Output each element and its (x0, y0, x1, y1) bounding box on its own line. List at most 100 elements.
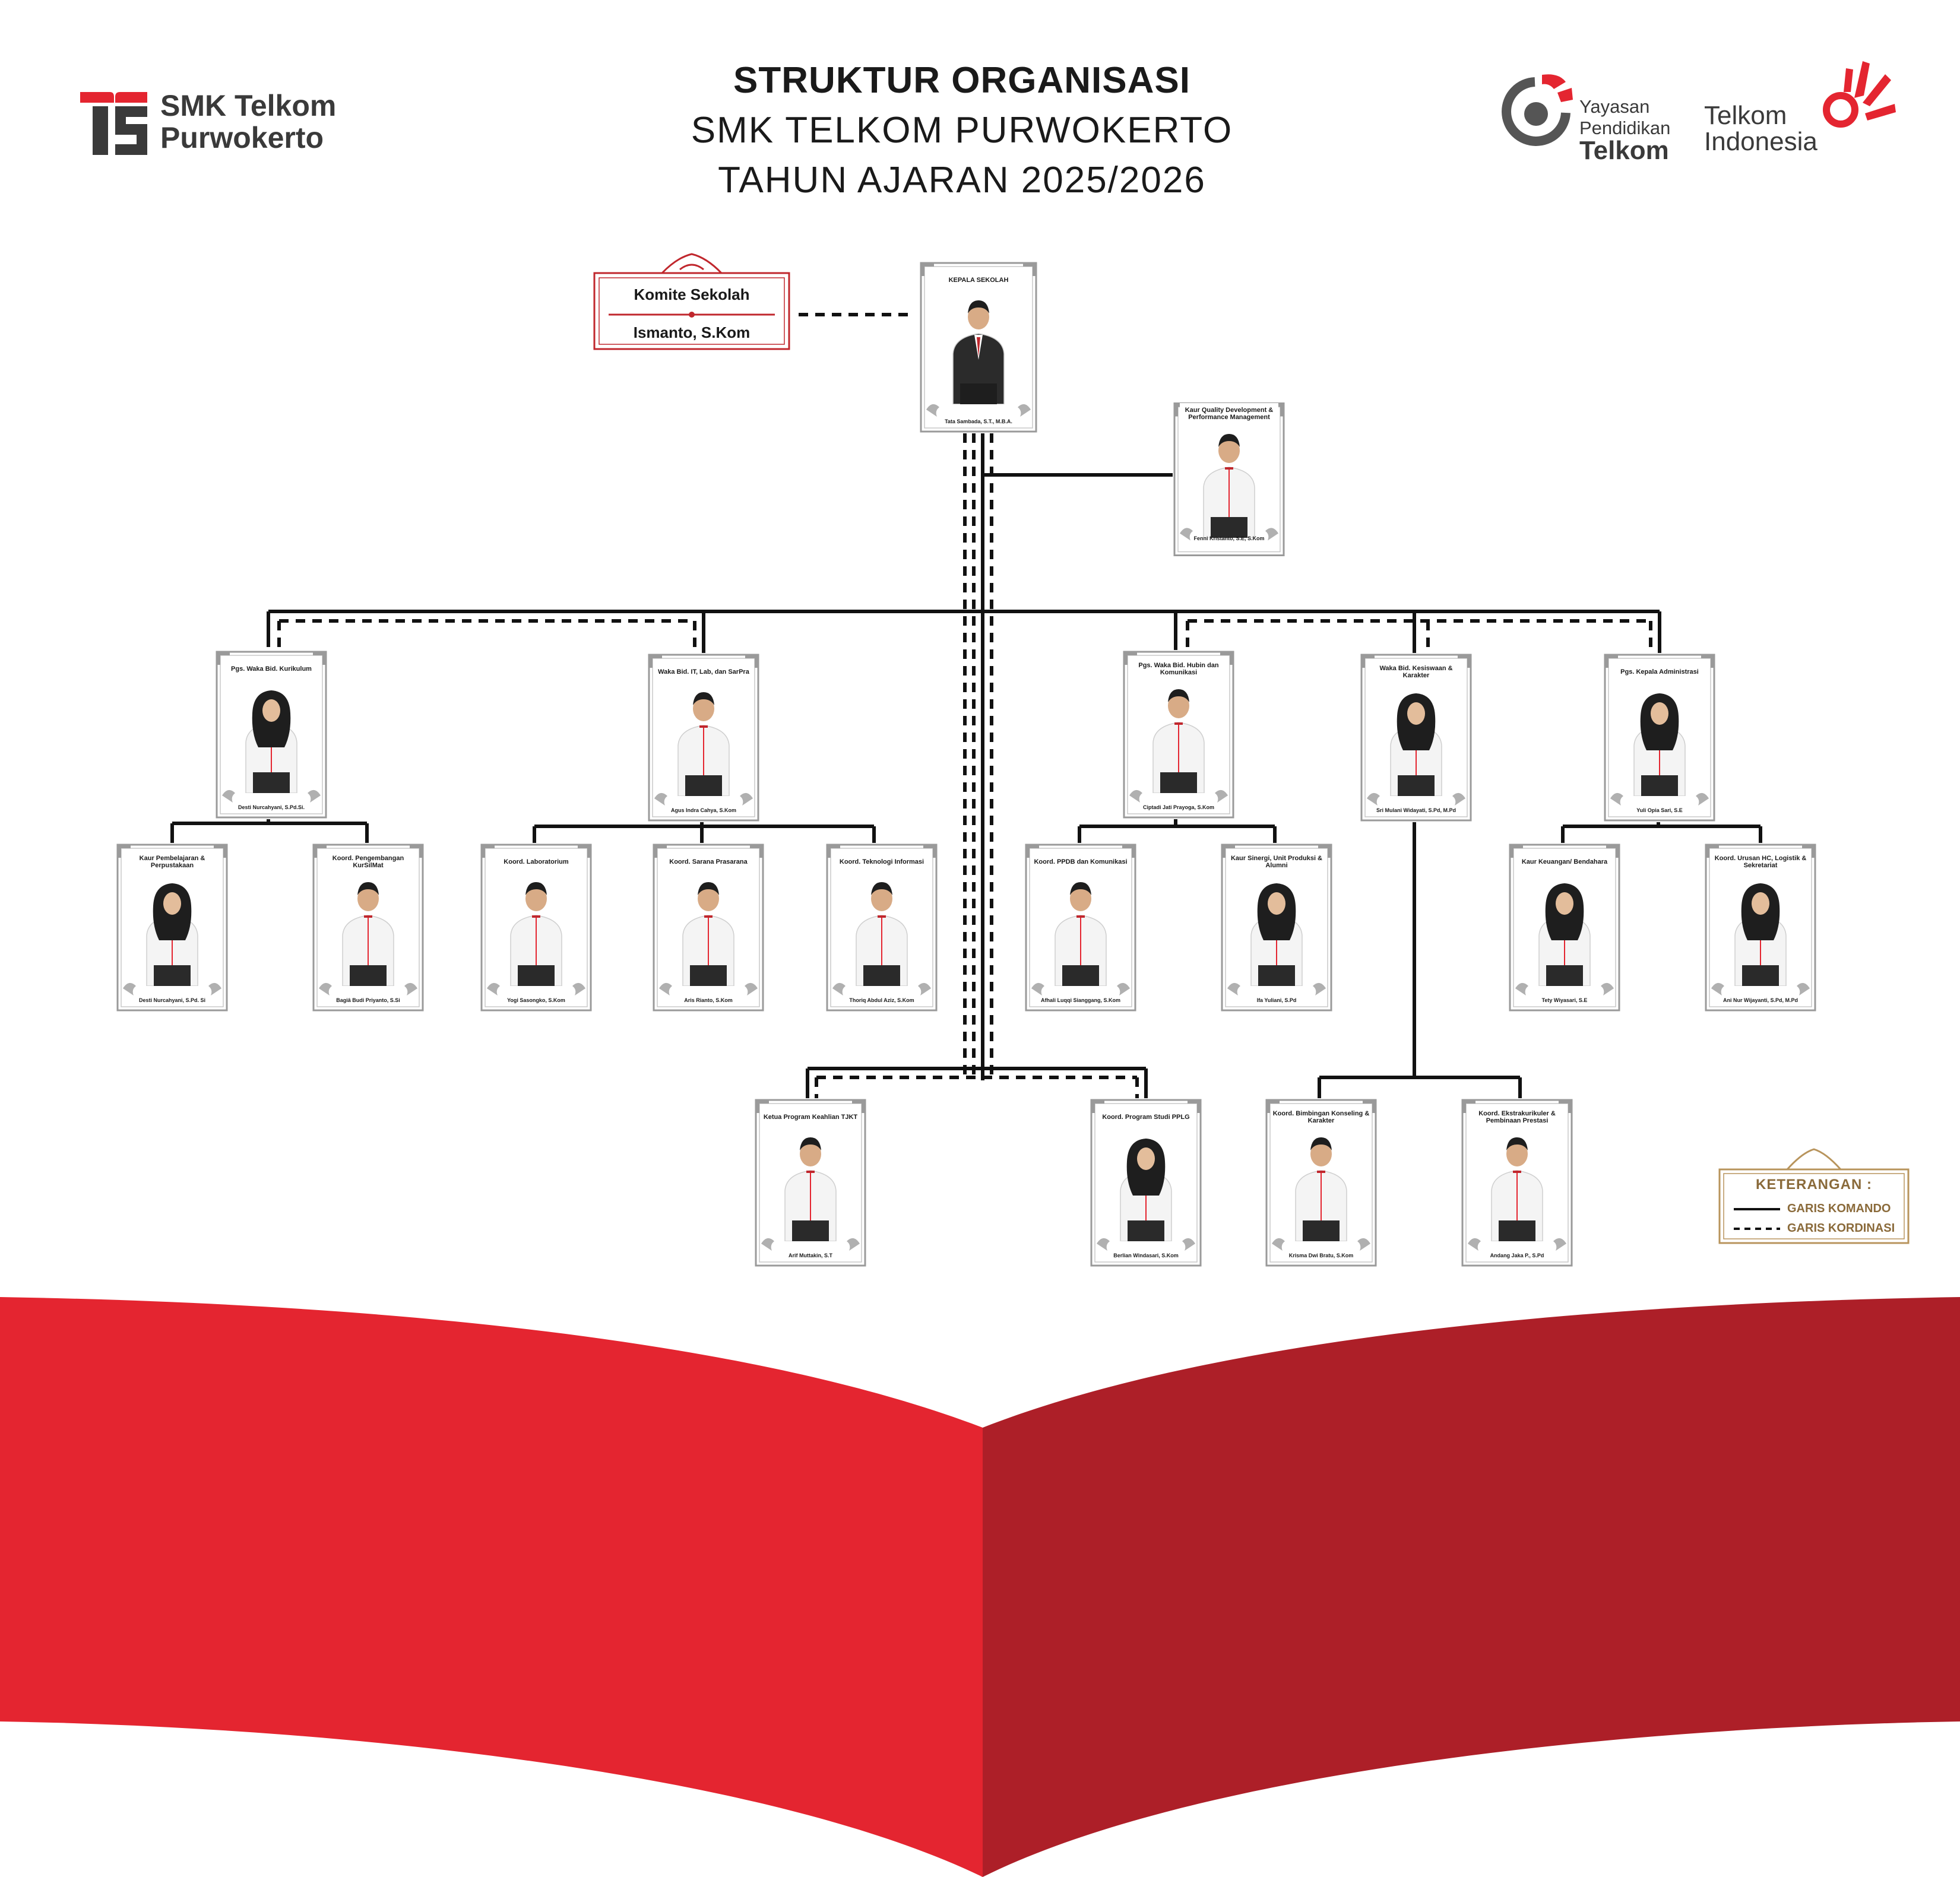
card-kepala-sekolah: KEPALA SEKOLAH Tata Sambada, S.T., M.B.A… (919, 261, 1038, 433)
person-photo-icon (1120, 1139, 1172, 1241)
person-photo-icon (1055, 882, 1107, 986)
card-role-label: Kaur Keuangan/ Bendahara (1515, 851, 1614, 873)
smk-logo-line1: SMK Telkom (160, 89, 337, 122)
card-person-name: Andang Jaka P., S.Pd (1490, 1253, 1544, 1258)
person-photo-icon (1633, 693, 1686, 796)
command-lines (170, 433, 1762, 1101)
card-person-name: Agus Indra Cahya, S.Kom (670, 807, 737, 813)
ypt-logo-line3: Telkom (1579, 136, 1669, 165)
person-photo-icon (1203, 434, 1255, 538)
card-koord-urusan-hc: Koord. Urusan HC, Logistik & Sekretariat… (1704, 843, 1817, 1012)
card-role-label: Koord. PPDB dan Komunikasi (1031, 851, 1130, 873)
card-role-label: Koord. Laboratorium (487, 851, 585, 873)
card-role-label: Koord. Pengembangan KurSilMat (319, 851, 417, 873)
card-koord-laboratorium: Koord. Laboratorium Yogi Sasongko, S.Kom (480, 843, 593, 1012)
school-name: SMK TELKOM PURWOKERTO (691, 110, 1233, 151)
telkom-indonesia-logo: Telkom Indonesia (1704, 56, 1900, 163)
card-role-label: Waka Bid. Kesiswaan & Karakter (1367, 661, 1465, 683)
card-kaur-perpustakaan: Kaur Pembelajaran & Perpustakaan Desti N… (116, 843, 229, 1012)
card-role-label: Kaur Pembelajaran & Perpustakaan (123, 851, 221, 873)
card-waka-kurikulum: Pgs. Waka Bid. Kurikulum Desti Nurcahyan… (215, 650, 328, 819)
telkom-logo-line1: Telkom (1704, 101, 1787, 130)
person-photo-icon (1538, 883, 1591, 986)
telkom-hand-icon (1823, 61, 1896, 128)
card-role-label: Koord. Urusan HC, Logistik & Sekretariat (1711, 851, 1810, 873)
card-person-name: Tata Sambada, S.T., M.B.A. (945, 418, 1012, 424)
card-person-name: Desti Nurcahyani, S.Pd.Si. (238, 804, 305, 810)
card-waka-it-lab-sarpra: Waka Bid. IT, Lab, dan SarPra Agus Indra… (647, 653, 760, 822)
card-role-label: Ketua Program Keahlian TJKT (761, 1106, 860, 1128)
card-person-name: Ani Nur Wijayanti, S.Pd, M.Pd (1723, 997, 1798, 1003)
card-person-name: Desti Nurcahyani, S.Pd. Si (138, 997, 206, 1003)
card-person-name: Yogi Sasongko, S.Kom (507, 997, 565, 1003)
ypt-logo: Yayasan Pendidikan Telkom (1499, 59, 1689, 166)
card-waka-hubin: Pgs. Waka Bid. Hubin dan Komunikasi Cipt… (1122, 650, 1235, 819)
ypt-logo-line2: Pendidikan (1579, 118, 1671, 138)
smk-logo-line2: Purwokerto (160, 121, 324, 154)
card-role-label: Koord. Bimbingan Konseling & Karakter (1272, 1106, 1370, 1128)
person-photo-icon (1734, 883, 1787, 986)
person-photo-icon (682, 882, 734, 986)
card-person-name: Arif Muttakin, S.T (789, 1253, 832, 1258)
page-title: STRUKTUR ORGANISASI (733, 60, 1190, 101)
coordination-lines (277, 313, 1652, 1101)
person-photo-icon (1250, 883, 1303, 986)
person-photo-icon (510, 882, 562, 986)
card-koord-ekstrakurikuler: Koord. Ekstrakurikuler & Pembinaan Prest… (1461, 1098, 1573, 1267)
legend-title: KETERANGAN : (1756, 1177, 1872, 1193)
person-photo-icon (856, 882, 908, 986)
academic-year: TAHUN AJARAN 2025/2026 (718, 160, 1206, 201)
person-photo-icon (245, 690, 297, 793)
card-role-label: Koord. Teknologi Informasi (832, 851, 931, 873)
card-role-label: Pgs. Waka Bid. Hubin dan Komunikasi (1129, 658, 1228, 680)
legend-kordinasi-label: GARIS KORDINASI (1787, 1222, 1895, 1235)
ornament-frame-icon (593, 253, 790, 350)
book-emblem-icon (80, 92, 147, 155)
card-person-name: Afhali Luqqi Sianggang, S.Kom (1041, 997, 1120, 1003)
telkom-logo-line2: Indonesia (1704, 127, 1817, 156)
card-person-name: Krisma Dwi Bratu, S.Kom (1288, 1253, 1354, 1258)
card-person-name: Sri Mulani Widayati, S.Pd, M.Pd (1376, 807, 1456, 813)
komite-title: Komite Sekolah (634, 286, 750, 303)
person-photo-icon (784, 1137, 837, 1241)
legend-box: KETERANGAN : GARIS KOMANDO GARIS KORDINA… (1716, 1146, 1912, 1247)
card-ketua-program-tjkt: Ketua Program Keahlian TJKT Arif Muttaki… (754, 1098, 867, 1267)
card-koord-program-pplg: Koord. Program Studi PPLG Berlian Windas… (1090, 1098, 1202, 1267)
card-role-label: Koord. Program Studi PPLG (1097, 1106, 1195, 1128)
card-role-label: Koord. Sarana Prasarana (659, 851, 758, 873)
person-photo-icon (1295, 1137, 1347, 1241)
ornament-frame-icon (1718, 1148, 1910, 1244)
card-role-label: Kaur Quality Development & Performance M… (1180, 403, 1278, 424)
card-role-label: Koord. Ekstrakurikuler & Pembinaan Prest… (1468, 1106, 1566, 1128)
person-photo-icon (952, 300, 1005, 404)
card-role-label: Kaur Sinergi, Unit Produksi & Alumni (1227, 851, 1326, 873)
card-kepala-administrasi: Pgs. Kepala Administrasi Yuli Opia Sari,… (1603, 653, 1716, 822)
legend-komando-label: GARIS KOMANDO (1787, 1202, 1891, 1215)
card-person-name: Ifa Yuliani, S.Pd (1256, 997, 1297, 1003)
card-person-name: Ciptadi Jati Prayoga, S.Kom (1142, 804, 1215, 810)
ypt-logo-line1: Yayasan (1579, 96, 1650, 117)
card-waka-kesiswaan: Waka Bid. Kesiswaan & Karakter Sri Mulan… (1360, 653, 1473, 822)
card-koord-sarana-prasarana: Koord. Sarana Prasarana Aris Rianto, S.K… (652, 843, 765, 1012)
komite-sekolah-box: Komite Sekolah Ismanto, S.Kom (591, 249, 793, 353)
card-role-label: KEPALA SEKOLAH (926, 269, 1031, 291)
card-koord-bimbingan-konseling: Koord. Bimbingan Konseling & Karakter Kr… (1265, 1098, 1378, 1267)
card-kaur-keuangan: Kaur Keuangan/ Bendahara Tety Wiyasari, … (1508, 843, 1621, 1012)
person-photo-icon (1491, 1137, 1543, 1241)
card-kaur-quality-development: Kaur Quality Development & Performance M… (1173, 395, 1285, 556)
card-role-label: Waka Bid. IT, Lab, dan SarPra (654, 661, 753, 683)
card-person-name: Thoriq Abdul Aziz, S.Kom (849, 997, 914, 1003)
card-person-name: Fenni Kristanto, S.E, S.Kom (1193, 535, 1265, 541)
ypt-emblem-icon (1502, 74, 1573, 146)
person-photo-icon (1152, 689, 1205, 793)
card-koord-kursilmat: Koord. Pengembangan KurSilMat Bagiâ Budi… (312, 843, 425, 1012)
card-person-name: Aris Rianto, S.Kom (684, 997, 733, 1003)
card-person-name: Bagiâ Budi Priyanto, S.Si (336, 997, 400, 1003)
card-person-name: Yuli Opia Sari, S.E (1636, 807, 1683, 813)
card-person-name: Berlian Windasari, S.Kom (1113, 1253, 1179, 1258)
person-photo-icon (146, 883, 198, 986)
person-photo-icon (342, 882, 394, 986)
card-koord-teknologi-informasi: Koord. Teknologi Informasi Thoriq Abdul … (825, 843, 938, 1012)
